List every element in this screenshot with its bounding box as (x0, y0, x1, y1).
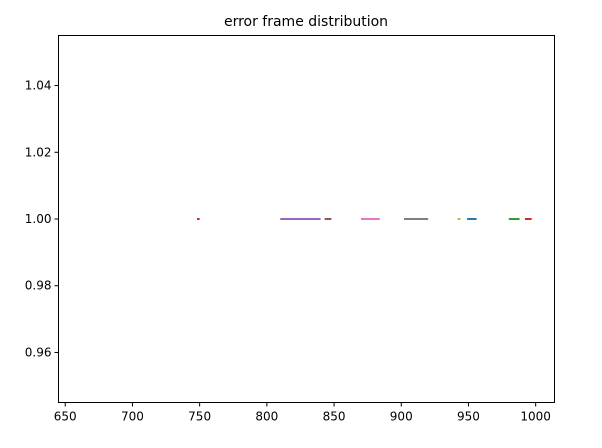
y-axis: 0.96 0.98 1.00 1.02 1.04 (25, 79, 59, 359)
plot-frame (58, 35, 555, 403)
x-tick-label: 850 (323, 410, 346, 424)
y-tick-label: 1.04 (25, 79, 52, 93)
x-tick-label: 1000 (520, 410, 551, 424)
x-tick-label: 800 (255, 410, 278, 424)
y-tick-label: 1.00 (25, 212, 52, 226)
x-tick-label: 650 (54, 410, 77, 424)
x-tick-label: 950 (457, 410, 480, 424)
y-tick-label: 0.98 (25, 279, 52, 293)
x-axis: 650 700 750 800 850 900 950 1000 (54, 402, 551, 424)
chart-title: error frame distribution (224, 14, 388, 30)
x-tick-label: 750 (188, 410, 211, 424)
y-tick-label: 0.96 (25, 345, 52, 359)
x-tick-label: 700 (121, 410, 144, 424)
x-tick-label: 900 (390, 410, 413, 424)
y-tick-label: 1.02 (25, 145, 52, 159)
